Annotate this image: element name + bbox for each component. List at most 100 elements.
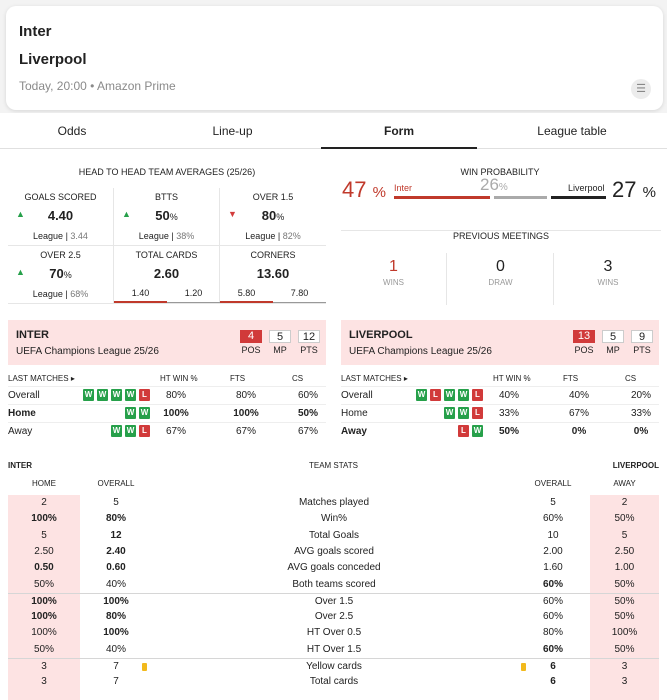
- separator: |: [62, 289, 71, 299]
- loss-badge: L: [472, 407, 483, 419]
- home-highlight: [8, 495, 80, 700]
- h2h-league-avg: League | 38%: [114, 231, 219, 241]
- ts-h: 50%: [33, 643, 54, 655]
- win-badge: W: [444, 407, 455, 419]
- team-mp: 5 MP: [269, 330, 291, 355]
- ts-label: Matches played: [298, 497, 370, 508]
- arrow-up-icon: ▲: [16, 267, 25, 277]
- ts-a: 3: [621, 676, 628, 688]
- h2h-cell: BTTS 50% ▲ League | 38%: [114, 188, 220, 246]
- ts-label: AVG goals conceded: [287, 562, 381, 574]
- h2h-split-away: 7.80: [273, 288, 326, 303]
- win-badge: W: [458, 389, 469, 401]
- ts-ao: 10: [547, 529, 559, 541]
- last-matches-row: Home W W L 33% 67% 33%: [341, 404, 659, 422]
- lm-fts: 40%: [568, 390, 589, 401]
- h2h-grid: GOALS SCORED 4.40 ▲ League | 3.44 BTTS 50% ▲ Le…: [8, 188, 326, 305]
- team-stats: INTER TEAM STATS LIVERPOOL HOME OVERALL …: [8, 461, 659, 700]
- ts-ao: 5: [550, 497, 556, 508]
- lm-ht: 67%: [165, 426, 186, 437]
- lm-header: CS: [292, 374, 304, 383]
- draw-prob-segment: [493, 196, 547, 199]
- league-value: 38%: [176, 231, 195, 241]
- win-badge: W: [125, 425, 136, 437]
- h2h-value-number: 50: [155, 208, 170, 223]
- ts-label: HT Over 0.5: [306, 627, 362, 639]
- previous-meeting-draws: 0 DRAW: [448, 253, 554, 305]
- h2h-cell: TOTAL CARDS 2.60 1.40 1.20: [114, 246, 220, 304]
- ts-label: Over 2.5: [314, 611, 354, 623]
- home-team-name: Inter: [19, 23, 52, 40]
- team-box-home[interactable]: INTER UEFA Champions League 25/26 4 POS 5 MP 1…: [8, 320, 326, 365]
- h2h-league-avg: League | 68%: [8, 289, 113, 299]
- match-meta: Today, 20:00 • Amazon Prime: [19, 79, 176, 93]
- win-badge: W: [416, 389, 427, 401]
- lm-cs: 60%: [297, 390, 318, 401]
- win-badge: W: [472, 425, 483, 437]
- ts-h: 3: [41, 661, 47, 672]
- h2h-cell: CORNERS 13.60 5.80 7.80: [220, 246, 326, 304]
- ts-label: AVG goals scored: [294, 545, 374, 557]
- ts-ho: 0.60: [106, 562, 126, 574]
- lm-cs: 33%: [630, 408, 651, 419]
- lm-fts: 67%: [235, 426, 256, 437]
- team-stats-row: 50% 40% HT Over 1.5 60% 50%: [8, 642, 659, 658]
- team-stats-row: 3 7 Yellow cards 6 3: [8, 658, 659, 674]
- h2h-cell-value: 70%: [8, 266, 113, 281]
- tab-line-up[interactable]: Line-up: [212, 124, 253, 138]
- team-pts-label: PTS: [300, 345, 318, 355]
- ts-ho: 40%: [105, 643, 126, 655]
- ts-a: 50%: [614, 513, 635, 525]
- team-pts: 9 PTS: [631, 330, 653, 355]
- ts-ao: 60%: [542, 578, 563, 590]
- arrow-up-icon: ▲: [16, 209, 25, 219]
- tab-odds[interactable]: Odds: [57, 124, 87, 138]
- ts-h: 3: [41, 676, 47, 688]
- ts-ao: 1.60: [543, 562, 563, 574]
- loss-badge: L: [139, 425, 150, 437]
- ts-ao: 80%: [542, 627, 563, 639]
- match-header-card[interactable]: Inter Liverpool Today, 20:00 • Amazon Pr…: [6, 6, 663, 110]
- team-pos-label: POS: [241, 345, 261, 355]
- win-badge: W: [111, 425, 122, 437]
- tab-league-table[interactable]: League table: [537, 124, 607, 138]
- last-matches-toggle[interactable]: LAST MATCHES ▸: [341, 374, 408, 383]
- ts-ao: 2.00: [543, 545, 563, 557]
- menu-icon[interactable]: ☰: [631, 79, 651, 99]
- team-stats-row: 100% 100% HT Over 0.5 80% 100%: [8, 625, 659, 641]
- tab-form[interactable]: Form: [321, 113, 477, 149]
- meeting-label: WINS: [597, 278, 619, 287]
- ts-ao: 6: [550, 676, 556, 688]
- team-box-away[interactable]: LIVERPOOL UEFA Champions League 25/26 13 PO…: [341, 320, 659, 365]
- h2h-value-suffix: %: [169, 212, 178, 222]
- ts-ao: 60%: [542, 611, 563, 623]
- ts-a: 50%: [614, 578, 635, 590]
- lm-ht: 50%: [498, 426, 519, 437]
- h2h-value-suffix: %: [276, 212, 285, 222]
- ts-label: Total Goals: [308, 529, 360, 541]
- team-stats-row: 0.50 0.60 AVG goals conceded 1.60 1.00: [8, 560, 659, 576]
- team-stats-row: 50% 40% Both teams scored 60% 50%: [8, 577, 659, 593]
- last-matches-toggle[interactable]: LAST MATCHES ▸: [8, 374, 75, 383]
- h2h-value-number: 80: [261, 208, 277, 223]
- draw-pct: 26%: [480, 175, 508, 194]
- h2h-cell-label: GOALS SCORED: [24, 192, 97, 202]
- win-probability-bar: [394, 196, 606, 199]
- lm-header: HT WIN %: [493, 374, 531, 383]
- ts-a: 50%: [614, 595, 635, 607]
- ts-sub-home: HOME: [32, 479, 56, 488]
- team-competition: UEFA Champions League 25/26: [349, 346, 492, 357]
- h2h-cell-value: 4.40: [8, 208, 113, 223]
- lm-ht: 80%: [165, 390, 186, 401]
- ts-a: 5: [621, 529, 628, 541]
- lm-fts: 0%: [571, 426, 587, 437]
- team-stats-row: 100% 80% Win% 60% 50%: [8, 511, 659, 527]
- team-pos-value: 13: [573, 330, 595, 343]
- h2h-split-home: 5.80: [220, 288, 273, 303]
- ts-sub-away: AWAY: [613, 479, 636, 488]
- away-team-name: Liverpool: [19, 51, 87, 68]
- ts-home-team: INTER: [8, 461, 32, 470]
- lm-cs: 20%: [630, 390, 651, 401]
- win-badge: W: [97, 389, 108, 401]
- ts-a: 2: [621, 497, 628, 508]
